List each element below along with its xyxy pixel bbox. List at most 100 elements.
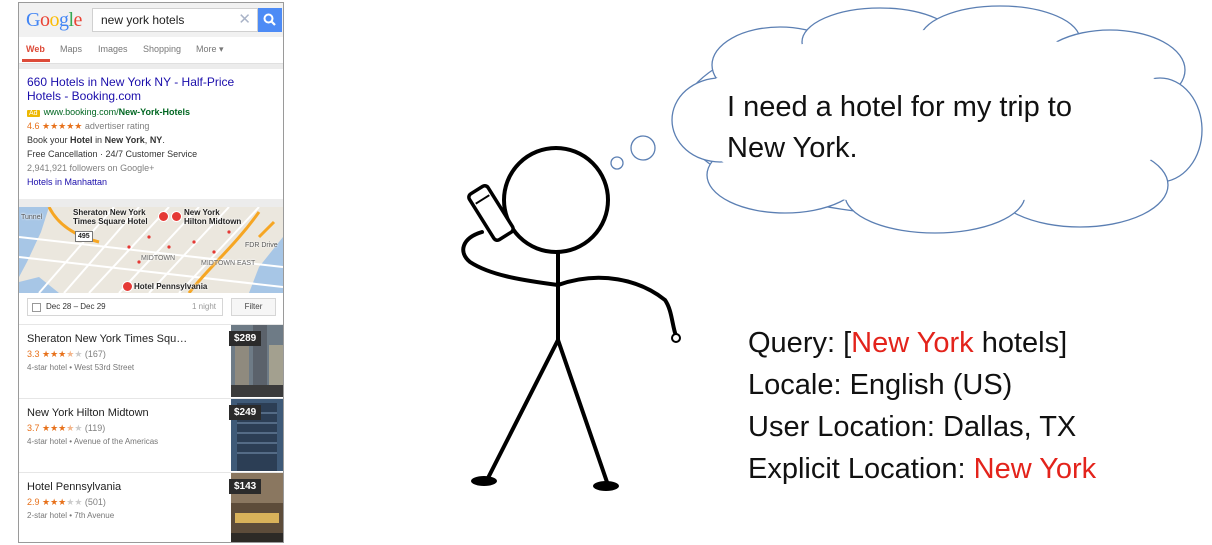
ad-sitelink[interactable]: Hotels in Manhattan <box>27 177 108 187</box>
hotel-name[interactable]: New York Hilton Midtown <box>27 407 149 419</box>
rating-empty-stars: ★ <box>74 423 83 433</box>
map-label-hilton: New York Hilton Midtown <box>184 208 242 226</box>
hotel-rating: 3.7 ★★★★★ (119) <box>27 423 105 434</box>
logo-letter: o <box>49 9 59 31</box>
hotel-rating: 2.9 ★★★★★ (501) <box>27 497 106 508</box>
search-button[interactable] <box>258 8 282 32</box>
thought-bubble-dot <box>630 135 656 161</box>
google-search-screenshot: Google new york hotels ✕ Web Maps Images… <box>18 2 284 543</box>
ad-url[interactable]: www.booking.com/ <box>43 107 119 117</box>
google-logo[interactable]: Google <box>26 9 82 32</box>
nights-count: 1 night <box>191 302 216 311</box>
rating-stars: ★★★ <box>42 349 67 359</box>
filter-button[interactable]: Filter <box>231 298 276 316</box>
search-tabs: Web Maps Images Shopping More ▾ <box>19 37 283 64</box>
ad-followers: 2,941,921 followers on Google+ <box>27 163 155 173</box>
map-label-tunnel: Tunnel <box>21 214 43 221</box>
search-icon <box>263 13 276 26</box>
stick-figure <box>461 146 678 487</box>
hotel-meta: 2-star hotel • 7th Avenue <box>27 511 115 520</box>
cloud-fill <box>690 30 1180 206</box>
hotel-name[interactable]: Sheraton New York Times Squ… <box>27 333 188 345</box>
map-label-sheraton: Sheraton New York Times Square Hotel <box>73 208 148 226</box>
query-label: Query: [ <box>748 327 852 359</box>
divider <box>19 64 283 69</box>
tab-images[interactable]: Images <box>98 44 128 54</box>
review-count: (167) <box>84 349 106 359</box>
hotel-result[interactable]: Hotel Pennsylvania 2.9 ★★★★★ (501) 2-sta… <box>19 472 283 542</box>
figure-head <box>502 146 610 254</box>
ad-desc-text: . <box>162 135 165 145</box>
hotel-marker[interactable] <box>171 211 182 222</box>
calendar-icon <box>32 303 41 312</box>
hotel-name[interactable]: Hotel Pennsylvania <box>27 481 122 493</box>
hotel-marker[interactable] <box>122 281 133 292</box>
ad-result: 660 Hotels in New York NY - Half-Price H… <box>19 69 283 199</box>
ad-extension: Free Cancellation · 24/7 Customer Servic… <box>27 149 198 159</box>
search-query[interactable]: new york hotels <box>101 13 185 27</box>
review-count: (501) <box>84 497 106 507</box>
map-label-fdr: FDR Drive <box>245 242 278 249</box>
tab-more[interactable]: More ▾ <box>196 44 224 54</box>
date-picker[interactable]: Dec 28 – Dec 29 1 night <box>27 298 223 316</box>
tab-shopping[interactable]: Shopping <box>143 44 182 54</box>
search-input[interactable]: new york hotels ✕ <box>92 8 258 32</box>
user-location-line: User Location: Dallas, TX <box>748 411 1077 443</box>
map-graphic <box>19 207 283 293</box>
thought-text: I need a hotel for my trip to New York. <box>727 87 1072 169</box>
hotel-meta: 4-star hotel • West 53rd Street <box>27 363 135 372</box>
figure-left-arm <box>461 230 560 287</box>
hotel-price[interactable]: $143 <box>229 479 262 494</box>
query-rest: hotels] <box>973 327 1068 359</box>
rating-empty-stars: ★ <box>74 349 83 359</box>
clear-icon[interactable]: ✕ <box>238 11 251 28</box>
date-filter-row: Dec 28 – Dec 29 1 night Filter <box>19 293 283 323</box>
ad-badge: Ad <box>27 110 40 117</box>
tab-web[interactable]: Web <box>26 44 45 54</box>
search-header: Google new york hotels ✕ <box>19 3 283 37</box>
figure-right-arm <box>556 275 678 338</box>
hotel-price[interactable]: $249 <box>229 405 262 420</box>
explicit-location-line: Explicit Location: New York <box>748 453 1096 486</box>
query-location: New York <box>851 327 974 359</box>
ad-rating-value: 4.6 <box>27 121 40 131</box>
ad-desc-text: , <box>144 135 148 145</box>
figure-right-leg <box>556 338 610 487</box>
logo-letter: g <box>58 9 69 31</box>
ad-title-link[interactable]: 660 Hotels in New York NY - Half-Price H… <box>27 75 235 103</box>
logo-letter: l <box>68 9 74 31</box>
ad-desc-bold: NY <box>149 135 163 145</box>
thought-line: New York. <box>727 132 858 164</box>
explicit-location-value: New York <box>973 453 1097 485</box>
rating-empty-stars: ★★ <box>66 497 83 507</box>
ad-url-path[interactable]: New-York-Hotels <box>118 107 190 117</box>
hotel-result[interactable]: Sheraton New York Times Squ… 3.3 ★★★★★ (… <box>19 324 283 397</box>
query-line: Query: [New York hotels] <box>748 327 1067 360</box>
hotels-map[interactable]: Sheraton New York Times Square Hotel New… <box>19 207 283 293</box>
rating-stars: ★★★ <box>42 423 67 433</box>
ad-desc-bold: New York <box>104 135 145 145</box>
ad-desc-text: in <box>95 135 103 145</box>
tab-maps[interactable]: Maps <box>60 44 83 54</box>
rating-value: 3.3 <box>27 349 40 359</box>
rating-half-star: ★ <box>66 349 75 359</box>
logo-letter: e <box>73 9 83 31</box>
hotel-rating: 3.3 ★★★★★ (167) <box>27 349 106 360</box>
ad-rating-line: 4.6 ★★★★★ advertiser rating <box>27 121 149 132</box>
date-range: Dec 28 – Dec 29 <box>46 302 106 311</box>
rating-half-star: ★ <box>66 423 75 433</box>
explicit-location-label: Explicit Location: <box>748 453 974 485</box>
hotel-result[interactable]: New York Hilton Midtown 3.7 ★★★★★ (119) … <box>19 398 283 471</box>
ad-desc-bold: Hotel <box>70 135 93 145</box>
hotel-price[interactable]: $289 <box>229 331 262 346</box>
rating-value: 2.9 <box>27 497 40 507</box>
map-label-route: 495 <box>75 231 93 242</box>
map-label-midtown-east: MIDTOWN EAST <box>201 260 256 267</box>
ad-rating-label: advertiser rating <box>84 121 150 131</box>
hotel-marker[interactable] <box>158 211 169 222</box>
phone-icon <box>467 184 515 242</box>
logo-letter: G <box>26 9 40 31</box>
map-label-pennsylvania: Hotel Pennsylvania <box>134 282 208 291</box>
thought-line: I need a hotel for my trip to <box>727 91 1072 123</box>
